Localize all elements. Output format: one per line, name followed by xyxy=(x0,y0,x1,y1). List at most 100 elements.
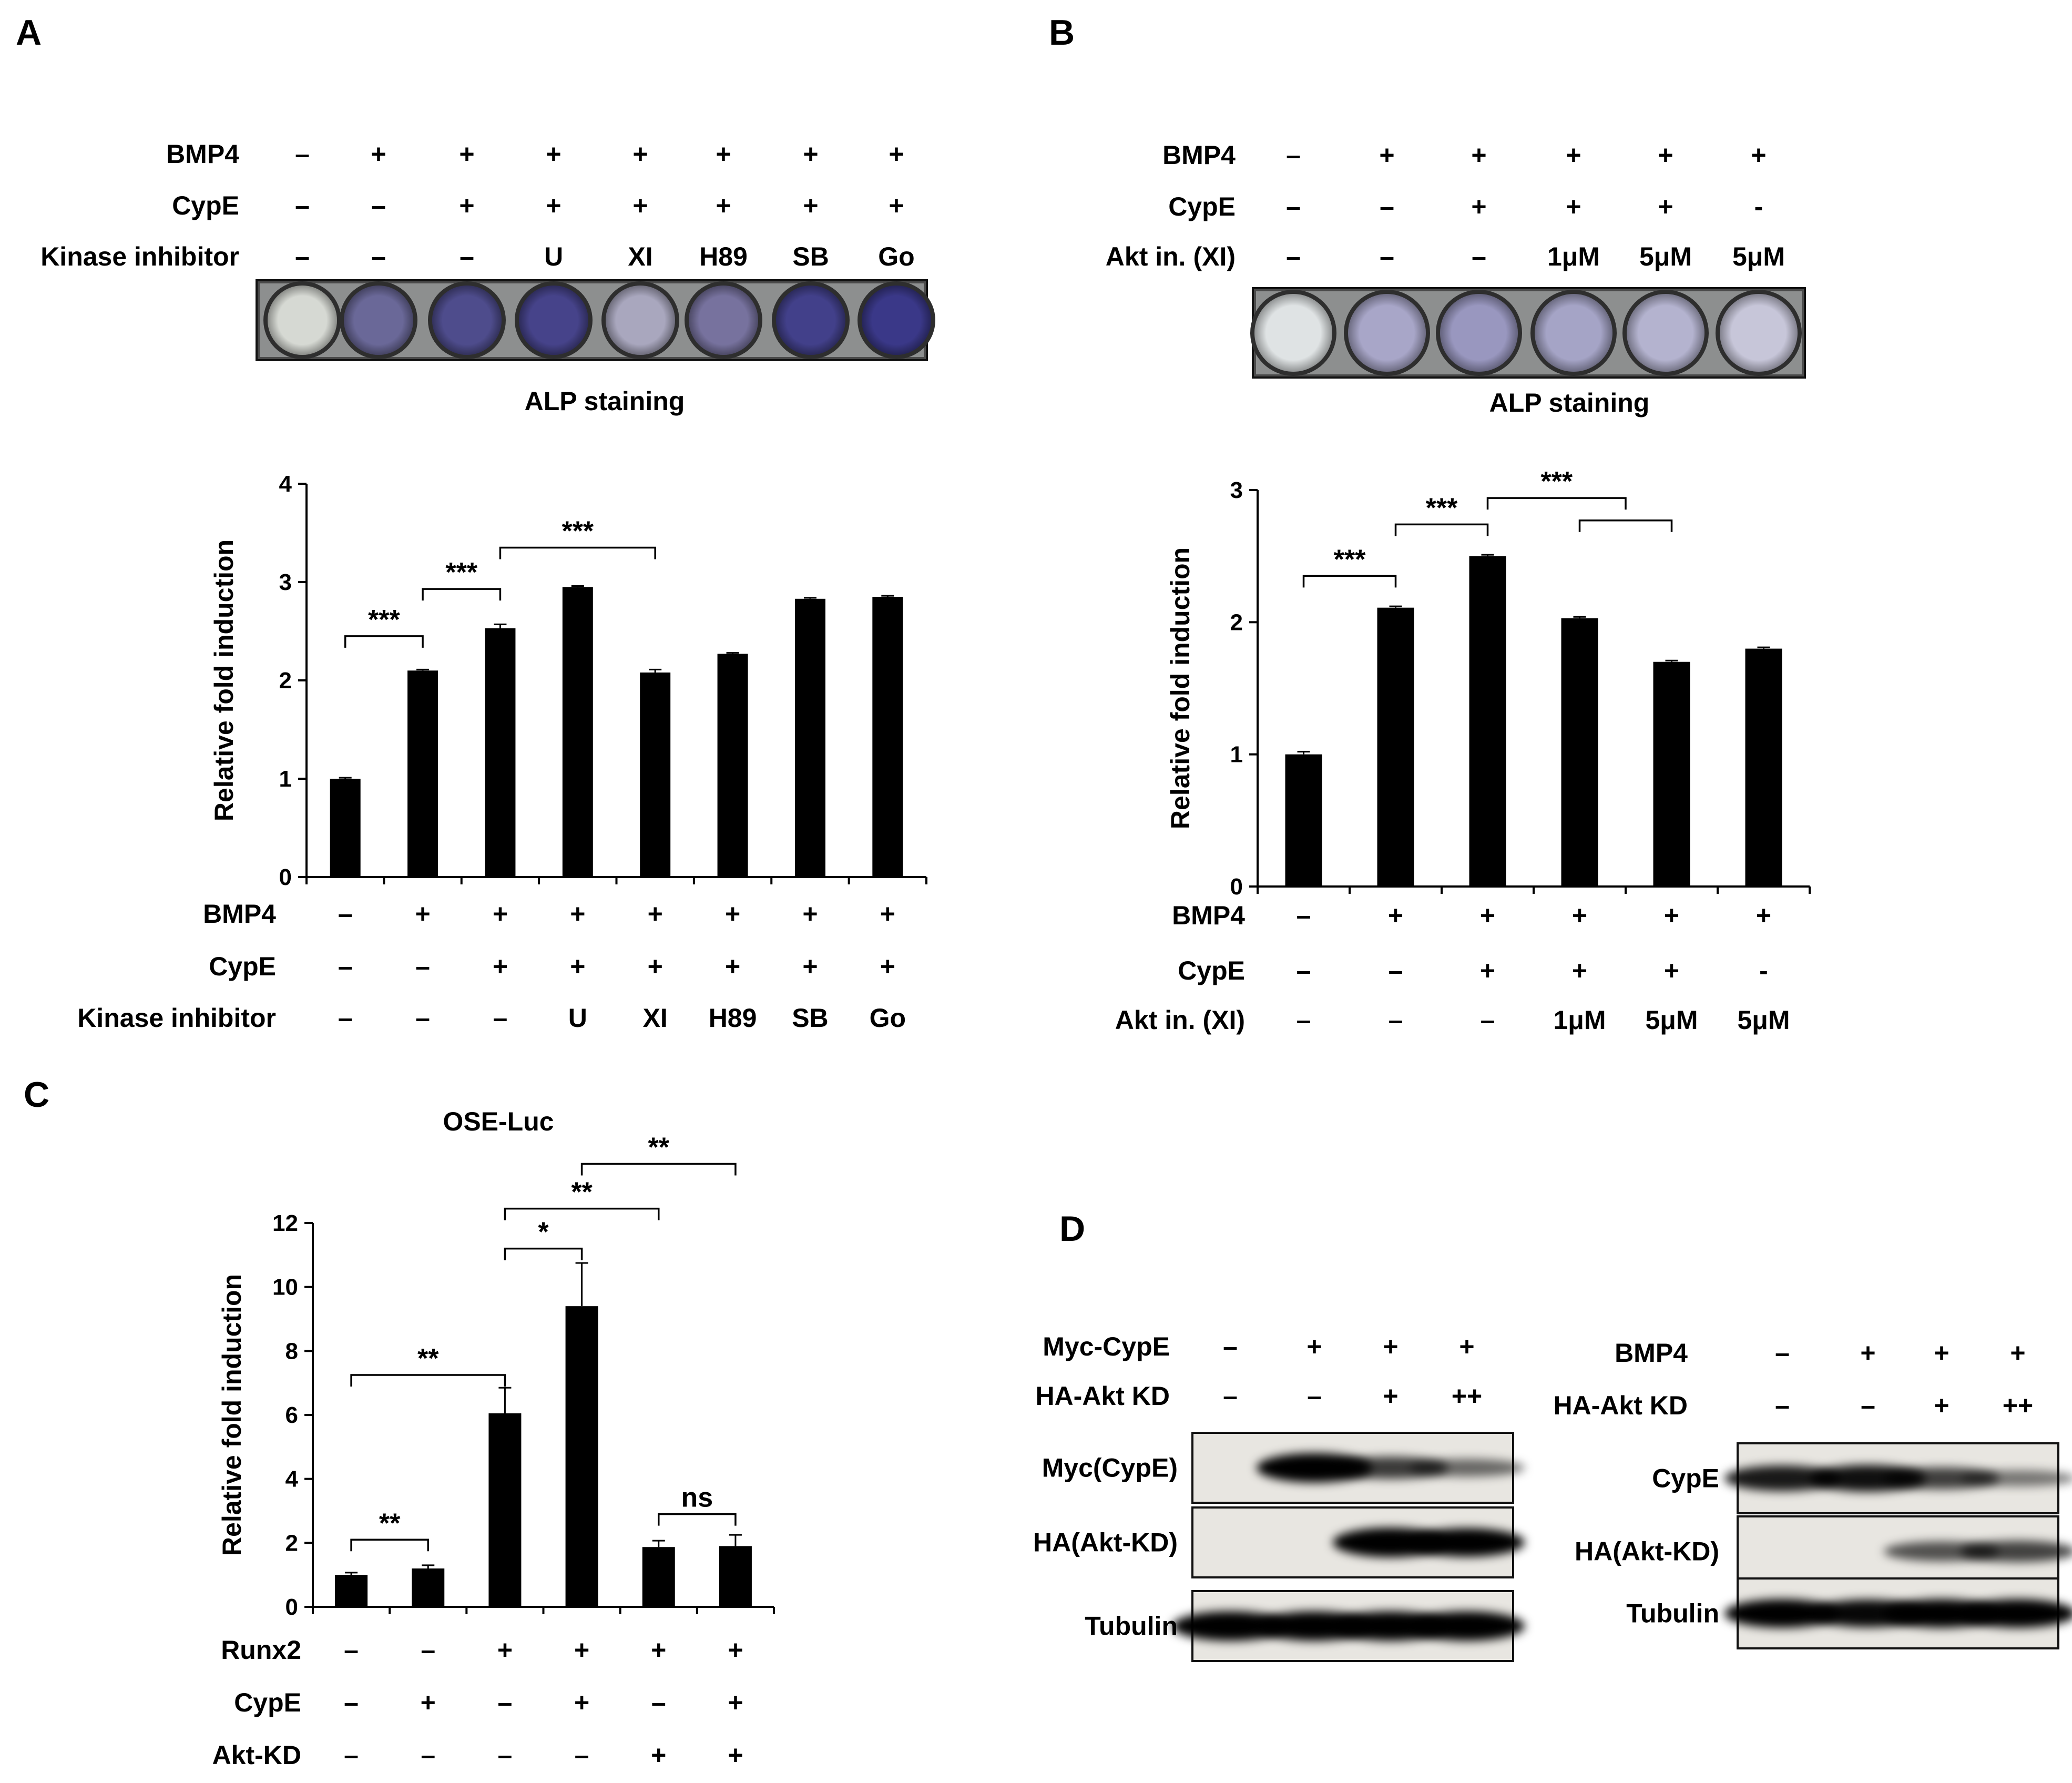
panel-d-left-band-2-0 xyxy=(1172,1611,1288,1641)
panel-a-bar-chart: 0 1 2 3 4 Relative fold induction *** *** *** BMP… xyxy=(77,471,927,1033)
panel-a-top-cell-0-4: + xyxy=(632,139,648,169)
panel-d-left-row-label-1: HA-Akt KD xyxy=(1035,1381,1170,1411)
panel-a-well-shade xyxy=(268,286,337,355)
panel-d-right-band-2-0 xyxy=(1724,1599,1840,1628)
panel-a-top-cell-1-1: – xyxy=(371,191,386,220)
panel-d-left-cell-0-2: + xyxy=(1383,1332,1398,1361)
panel-c-condition-cell-0-5: + xyxy=(728,1635,743,1665)
panel-d-right-cell-1-0: – xyxy=(1775,1391,1790,1420)
panel-a-condition-cell-1-0: – xyxy=(338,952,353,981)
panel-c-condition-cell-1-0: – xyxy=(344,1688,359,1717)
panel-d-right-cell-1-1: – xyxy=(1861,1391,1875,1420)
panel-c-y-axis-label: Relative fold induction xyxy=(217,1274,247,1556)
panel-c-condition-cell-1-1: + xyxy=(421,1688,436,1717)
panel-a-condition-table: BMP4 – + + + + + + + CypE – – + + + + + + Kinase inhibitor… xyxy=(40,139,915,271)
panel-c-significance-label-1: ** xyxy=(417,1343,439,1374)
panel-a-condition-cell-1-7: + xyxy=(880,952,895,981)
panel-c-condition-cell-1-3: + xyxy=(574,1688,589,1717)
panel-a-condition-label-2: Kinase inhibitor xyxy=(77,1003,276,1033)
panel-a-condition-cell-2-5: H89 xyxy=(709,1003,757,1033)
panel-d-left-cell-0-1: + xyxy=(1307,1332,1322,1361)
panel-a-y-tick-label-4: 4 xyxy=(279,471,292,497)
panel-b-bar-1 xyxy=(1377,607,1414,887)
panel-a-condition-cell-1-5: + xyxy=(725,952,740,981)
panel-d-left-blot-label-2: Tubulin xyxy=(1085,1612,1178,1641)
panel-a-top-cell-1-6: + xyxy=(803,191,818,220)
panel-a-significance-bracket-2 xyxy=(499,546,656,559)
panel-a-condition-cell-0-2: + xyxy=(493,899,508,929)
panel-a-condition-cell-1-4: + xyxy=(648,952,663,981)
panel-a-condition-cell-0-1: + xyxy=(415,899,430,929)
panel-b-significance-label-1: *** xyxy=(1426,493,1458,523)
panel-b-significance-bracket-1 xyxy=(1394,523,1489,536)
panel-b-top-cell-2-1: – xyxy=(1380,242,1394,271)
panel-b-condition-cell-0-2: + xyxy=(1480,901,1495,930)
panel-c-condition-cell-2-3: – xyxy=(575,1740,589,1770)
panel-c-bar-1 xyxy=(412,1568,445,1607)
panel-c-y-tick-label-3: 6 xyxy=(285,1402,298,1428)
panel-a-top-row-label-0: BMP4 xyxy=(166,139,239,169)
panel-b-top-cell-0-3: + xyxy=(1566,140,1581,170)
panel-c-bar-5 xyxy=(719,1546,752,1607)
panel-a-condition-cell-0-6: + xyxy=(802,899,818,929)
panel-a-top-cell-2-3: U xyxy=(544,242,563,271)
panel-a-significance-bracket-1 xyxy=(422,588,502,601)
panel-b-condition-cell-2-5: 5μM xyxy=(1737,1005,1790,1035)
panel-c-significance-label-4: ** xyxy=(648,1132,670,1163)
panel-a-bar-1 xyxy=(407,670,438,877)
panel-a-well-shade xyxy=(344,286,413,355)
panel-a-alp-staining-plate xyxy=(256,279,935,361)
panel-c-y-tick-label-4: 8 xyxy=(285,1338,298,1364)
panel-d-left-cell-1-0: – xyxy=(1223,1381,1238,1411)
panel-b-top-row-label-2: Akt in. (XI) xyxy=(1106,242,1236,271)
panel-b-top-cell-1-5: - xyxy=(1754,192,1763,221)
panel-d-right-blot-label-1: HA(Akt-KD) xyxy=(1575,1537,1719,1566)
panel-a-bar-6 xyxy=(794,598,825,877)
panel-b-top-cell-2-2: – xyxy=(1472,242,1486,271)
panel-b-condition-table: BMP4 – + + + + + CypE – – + + + - Akt in. (XI) – – – 1μM 5μ… xyxy=(1106,140,1785,271)
panel-a-well-shade xyxy=(432,286,502,355)
panel-a-top-cell-2-1: – xyxy=(371,242,386,271)
panel-b-condition-cell-0-1: + xyxy=(1388,901,1403,930)
panel-a-top-cell-2-0: – xyxy=(295,242,310,271)
panel-c-significance-bracket-4 xyxy=(580,1163,737,1176)
panel-d-right-cell-1-3: ++ xyxy=(2003,1391,2033,1420)
panel-d-right-cell-1-2: + xyxy=(1934,1391,1949,1420)
panel-b-top-row-label-1: CypE xyxy=(1168,192,1236,221)
panel-a-condition-cell-1-2: + xyxy=(493,952,508,981)
panel-d-left-band-0-3 xyxy=(1409,1459,1525,1477)
panel-c-condition-cell-2-4: + xyxy=(651,1740,666,1770)
panel-d-right-band-0-3 xyxy=(1960,1470,2072,1486)
panel-b-condition-cell-2-4: 5μM xyxy=(1645,1005,1698,1035)
panel-c-condition-cell-0-3: + xyxy=(574,1635,589,1665)
panel-letter-d: D xyxy=(1059,1209,1085,1249)
panel-b-condition-cell-0-3: + xyxy=(1572,901,1587,930)
panel-a-condition-cell-0-3: + xyxy=(570,899,585,929)
panel-b-condition-cell-2-1: – xyxy=(1389,1005,1403,1035)
panel-a-top-row-label-1: CypE xyxy=(172,191,239,220)
panel-b-y-axis-label: Relative fold induction xyxy=(1166,547,1195,829)
panel-b-condition-cell-1-5: - xyxy=(1759,956,1768,985)
panel-a-y-tick-label-0: 0 xyxy=(279,864,292,890)
panel-b-top-cell-0-1: + xyxy=(1379,140,1394,170)
panel-b-top-cell-2-4: 5μM xyxy=(1639,242,1692,271)
panel-a-condition-cell-1-3: + xyxy=(570,952,585,981)
panel-a-stain-label: ALP staining xyxy=(525,386,685,416)
panel-b-top-cell-0-0: – xyxy=(1286,140,1301,170)
panel-b-well-shade xyxy=(1440,294,1518,372)
panel-b-top-cell-2-0: – xyxy=(1286,242,1301,271)
panel-d-right-blot-label-0: CypE xyxy=(1652,1464,1719,1493)
panel-a-top-cell-1-3: + xyxy=(546,191,561,220)
panel-c-significance-bracket-5 xyxy=(658,1513,737,1526)
panel-letter-c: C xyxy=(24,1075,49,1115)
panel-d-right-row-label-0: BMP4 xyxy=(1615,1338,1688,1368)
panel-d-right-band-2-3 xyxy=(1960,1599,2072,1628)
panel-a-well-shade xyxy=(606,286,675,355)
panel-a-significance-label-0: *** xyxy=(368,605,400,635)
panel-c-condition-label-2: Akt-KD xyxy=(212,1740,301,1770)
panel-b-y-tick-label-3: 3 xyxy=(1230,477,1243,503)
panel-a-condition-cell-2-4: XI xyxy=(643,1003,668,1033)
panel-c-y-tick-label-0: 0 xyxy=(285,1594,298,1620)
panel-d-right-cell-0-1: + xyxy=(1860,1338,1875,1368)
panel-b-y-tick-label-0: 0 xyxy=(1230,874,1243,900)
